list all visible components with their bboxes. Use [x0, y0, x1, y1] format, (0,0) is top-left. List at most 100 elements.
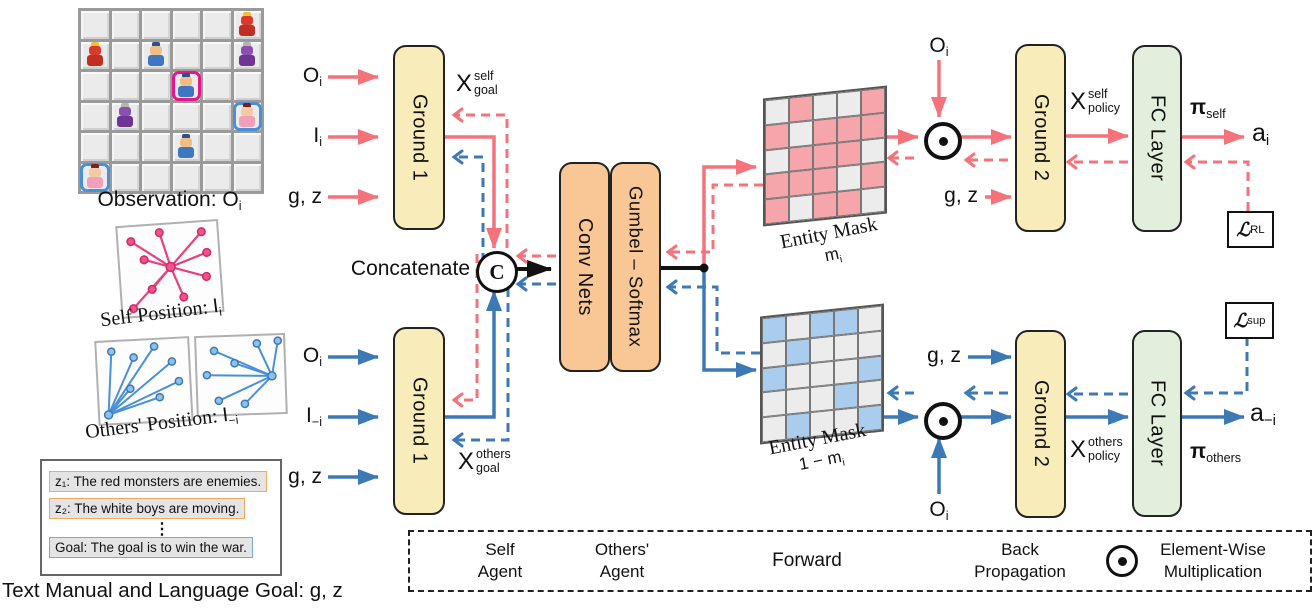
elementwise-top-node — [924, 122, 962, 160]
red-monster-sprite — [84, 42, 106, 67]
mask-cell — [837, 164, 861, 192]
mask-cell — [813, 167, 837, 195]
red-monster-head — [88, 46, 101, 56]
mask-cell — [861, 87, 885, 116]
gz-ground2-top-label: g, z — [944, 184, 978, 207]
mask-cell — [834, 308, 858, 336]
self-agent-ring — [171, 71, 201, 101]
mask-cell — [762, 365, 786, 393]
ground1-bottom-block: Ground 1 — [393, 327, 445, 515]
purple-monster-accent — [243, 42, 252, 48]
mask-cell — [810, 335, 834, 363]
gumbel-softmax-block: Gumbel – Softmax — [610, 162, 661, 372]
grid-cell — [203, 41, 231, 69]
grid-cell — [203, 163, 231, 191]
purple-monster-head — [241, 46, 254, 56]
input-oi-bottom-label: Oi — [302, 344, 322, 369]
grid-cell — [142, 102, 170, 130]
grid-cell — [81, 133, 109, 161]
mask-cell — [762, 315, 786, 344]
white-boy-accent — [182, 133, 191, 139]
legend-elementwise-label: Element-Wise Multiplication — [1160, 540, 1266, 582]
backprop-to-ground1-top-pink — [451, 107, 509, 248]
input-gz-top-label: g, z — [288, 185, 322, 208]
convnets-label: Conv Nets — [574, 218, 596, 316]
mask-cell — [858, 305, 882, 334]
red-monster-head — [241, 15, 254, 25]
grid-cell — [81, 102, 109, 130]
white-boy-sprite — [175, 133, 197, 158]
grid-cell — [142, 72, 170, 100]
gumbel-softmax-label: Gumbel – Softmax — [625, 186, 647, 348]
legend-box — [408, 530, 1312, 592]
mask-cell — [765, 122, 789, 150]
fc-layer-bottom-label: FC Layer — [1146, 380, 1169, 467]
mask-cell — [789, 95, 813, 123]
mask-cell — [858, 380, 882, 408]
ground2-bottom-label: Ground 2 — [1030, 380, 1052, 468]
self-agent-accent — [182, 72, 191, 78]
input-ineg-label: I−i — [306, 404, 322, 429]
mask-cell — [786, 338, 810, 366]
white-boy-head — [180, 137, 193, 147]
ground2-bottom-block: Ground 2 — [1015, 330, 1066, 518]
grid-cell — [142, 41, 170, 69]
mask-cell — [765, 172, 789, 200]
mask-cell — [765, 97, 789, 126]
junction-dot — [699, 263, 709, 273]
grid-cell — [203, 11, 231, 39]
self-position-graphic — [115, 218, 226, 324]
red-monster-sprite — [236, 11, 258, 36]
grid-cell — [142, 133, 170, 161]
grid-cell — [233, 163, 261, 191]
white-boy-body — [147, 55, 164, 67]
grid-cell — [111, 133, 139, 161]
red-monster-accent — [243, 11, 252, 17]
mask-cell — [810, 360, 834, 388]
backprop-lossrl-to-fc-pink — [1183, 154, 1250, 211]
mask-cell — [810, 310, 834, 339]
manual-caption-math: g, z — [309, 579, 343, 602]
red-monster-body — [86, 55, 103, 67]
pi-self-label: πself — [1190, 96, 1226, 121]
grid-cell — [111, 72, 139, 100]
manual-line-z1: z₁: The red monsters are enemies. — [49, 471, 268, 492]
input-oi-top-label: Oi — [302, 64, 322, 89]
grid-cell — [80, 162, 110, 192]
grid-cell — [111, 41, 139, 69]
mask-cell — [789, 144, 813, 173]
mask-cell — [834, 357, 858, 386]
other-agent-body — [86, 177, 103, 189]
legend-backprop-label: Back Propagation — [974, 540, 1066, 582]
forward-ground1-bottom-to-concat — [441, 290, 502, 419]
oi-top-right-label: Oi — [929, 34, 949, 59]
grid-cell — [203, 133, 231, 161]
mask-cell — [837, 139, 861, 168]
fc-layer-top-block: FC Layer — [1132, 45, 1182, 232]
other-agent-accent — [243, 103, 252, 109]
forward-junction-to-mask-others — [702, 268, 757, 378]
mask-cell — [813, 191, 837, 220]
mask-cell — [786, 313, 810, 341]
elementwise-bottom-node — [924, 402, 962, 440]
mask-cell — [834, 333, 858, 361]
mask-cell — [789, 169, 813, 197]
mask-cell — [786, 387, 810, 415]
others-position-math: I−i — [221, 403, 240, 428]
manual-ellipsis: ⋮ — [154, 521, 170, 538]
mask-cell — [834, 382, 858, 410]
grid-cell — [172, 102, 200, 130]
concat-node: C — [476, 251, 518, 293]
action-ai-label: ai — [1252, 119, 1270, 149]
loss-rl-box: ℒ RL — [1227, 211, 1274, 248]
white-boy-accent — [151, 42, 160, 48]
grid-cell — [172, 11, 200, 39]
input-ii-label: Ii — [313, 124, 322, 149]
grid-cell — [203, 102, 231, 130]
mask-cell — [789, 120, 813, 148]
grid-cell — [171, 71, 201, 101]
grid-cell — [142, 11, 170, 39]
purple-monster-body — [239, 55, 256, 67]
